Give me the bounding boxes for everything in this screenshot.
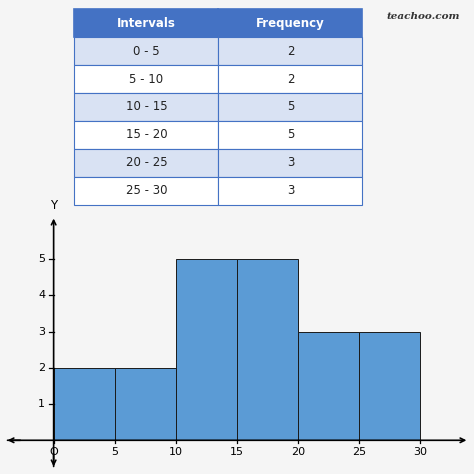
Text: O: O <box>49 447 58 457</box>
Text: 10: 10 <box>169 447 183 457</box>
Bar <box>298 332 359 440</box>
Text: 30: 30 <box>413 447 428 457</box>
Bar <box>359 332 420 440</box>
Text: Y: Y <box>50 199 57 212</box>
Text: 20: 20 <box>291 447 305 457</box>
Bar <box>176 259 237 440</box>
Text: 3: 3 <box>38 327 45 337</box>
Text: 15: 15 <box>230 447 244 457</box>
Bar <box>54 368 115 440</box>
Bar <box>237 259 298 440</box>
Text: 2: 2 <box>38 363 45 373</box>
Text: 5: 5 <box>111 447 118 457</box>
Bar <box>115 368 176 440</box>
Text: X': X' <box>0 434 1 447</box>
Text: 1: 1 <box>38 399 45 409</box>
Text: teachoo.com: teachoo.com <box>386 12 460 21</box>
Text: 25: 25 <box>352 447 366 457</box>
Text: 5: 5 <box>38 254 45 264</box>
Text: 4: 4 <box>38 291 45 301</box>
